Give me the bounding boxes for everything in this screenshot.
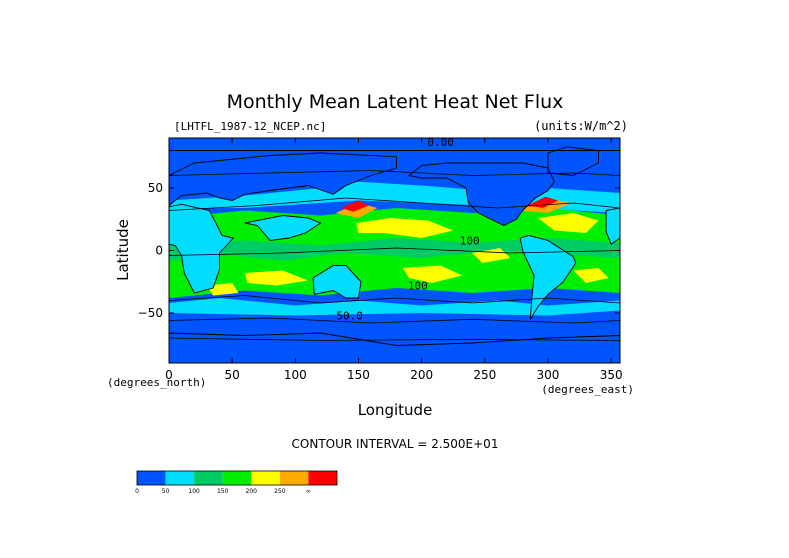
- coastline: [169, 152, 397, 207]
- contour-line: [169, 295, 620, 304]
- x-tick-label: 350: [600, 368, 623, 382]
- coastline: [244, 215, 322, 241]
- contour-line: [169, 247, 620, 256]
- y-axis: −50 0 50: [138, 181, 620, 320]
- land-mass: [169, 138, 620, 151]
- contour-label: 100: [408, 280, 428, 293]
- flux-band: [340, 200, 369, 212]
- contour-interval-text: CONTOUR INTERVAL = 2.500E+01: [292, 437, 499, 451]
- x-tick-label: 250: [473, 368, 496, 382]
- colorbar-tick-label: 0: [135, 488, 139, 495]
- colorbar-tick-label: 100: [188, 488, 200, 495]
- contour-line: [169, 170, 620, 176]
- y-axis-label: Latitude: [114, 219, 132, 281]
- y-tick-label: 0: [155, 244, 163, 258]
- flux-band: [169, 238, 620, 261]
- coastline: [407, 162, 555, 227]
- units-label: (units:W/m^2): [534, 119, 628, 133]
- land-mass: [244, 215, 321, 241]
- colorbar-swatch: [251, 471, 280, 485]
- y-tick-label: 50: [148, 181, 163, 195]
- contour-label: 0.00: [427, 136, 454, 149]
- coastline: [312, 265, 362, 299]
- flux-band: [537, 213, 599, 233]
- coastline: [605, 207, 620, 245]
- x-tick-label: 50: [225, 368, 240, 382]
- x-tick-label: 300: [537, 368, 560, 382]
- land-mass: [548, 146, 599, 176]
- colorbar-swatch: [222, 471, 252, 485]
- coastline: [169, 138, 620, 151]
- colorbar-tick-label: ∞: [306, 488, 311, 495]
- flux-band: [244, 270, 308, 286]
- land-mass: [409, 163, 555, 226]
- contour-labels: 0.00 100 50.0 100: [336, 136, 479, 323]
- map-field: [169, 138, 620, 363]
- land-mass: [169, 333, 620, 363]
- land-mass: [169, 153, 397, 206]
- x-unit-label: (degrees_east): [541, 383, 634, 396]
- colorbar-swatch: [137, 471, 166, 485]
- flux-band: [335, 203, 378, 218]
- contour-line: [169, 197, 620, 211]
- contour-label: 50.0: [336, 310, 363, 323]
- colorbar-tick-label: 50: [162, 488, 170, 495]
- flux-band: [356, 218, 454, 238]
- flux-band: [573, 268, 609, 283]
- colorbar-tick-label: 200: [246, 488, 258, 495]
- x-axis: 0 50 100 150 200 250 300 350: [165, 138, 623, 382]
- coastline: [169, 332, 620, 363]
- flux-band: [169, 298, 620, 316]
- contour-line: [169, 317, 620, 324]
- land-mass: [606, 208, 620, 245]
- land-mass: [520, 235, 576, 320]
- land-mass: [313, 265, 361, 298]
- colorbar: 0 50 100 150 200 250 ∞: [135, 470, 338, 495]
- y-tick-label: −50: [138, 306, 163, 320]
- chart-title: Monthly Mean Latent Heat Net Flux: [227, 91, 564, 113]
- flux-band: [402, 265, 463, 283]
- coastline: [519, 235, 577, 320]
- colorbar-tick-label: 250: [274, 488, 286, 495]
- coastline: [169, 203, 235, 294]
- x-tick-label: 0: [165, 368, 173, 382]
- flux-band: [206, 283, 239, 296]
- colorbar-swatch: [279, 471, 309, 485]
- colorbar-frame: [136, 470, 338, 486]
- x-axis-label: Longitude: [358, 401, 433, 419]
- file-label: [LHTFL_1987-12_NCEP.nc]: [174, 120, 326, 133]
- y-unit-label: (degrees_north): [107, 376, 206, 389]
- colorbar-swatch: [194, 471, 223, 485]
- colorbar-swatch: [165, 471, 195, 485]
- contour-line: [169, 337, 620, 341]
- colorbar-swatch: [308, 471, 337, 485]
- contour-label: 100: [460, 235, 480, 248]
- x-tick-label: 100: [284, 368, 307, 382]
- colorbar-tick-label: 150: [217, 488, 229, 495]
- x-tick-label: 200: [410, 368, 433, 382]
- x-tick-label: 150: [347, 368, 370, 382]
